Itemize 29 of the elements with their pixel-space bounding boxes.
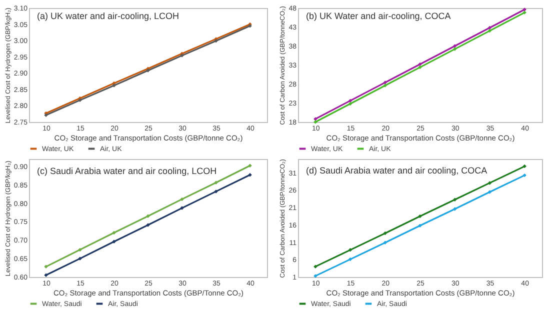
point	[488, 181, 492, 185]
point	[348, 248, 352, 252]
point	[488, 190, 492, 194]
point	[314, 264, 318, 268]
point	[418, 65, 422, 70]
text: (d) Saudi Arabia water and air cooling, COCA	[306, 165, 488, 176]
point	[383, 240, 388, 245]
point	[248, 172, 252, 177]
chart-title: (a) UK water and air-cooling, LCOH	[37, 11, 180, 21]
point	[180, 197, 184, 202]
point	[44, 264, 48, 269]
point	[146, 214, 150, 218]
chart-title: (b) UK Water and air-cooling, COCA	[306, 11, 451, 21]
point	[522, 173, 526, 178]
point	[418, 224, 422, 228]
point	[44, 273, 48, 278]
point	[522, 164, 526, 168]
text: (c) Saudi Arabia water and air cooling, LCOH	[37, 166, 217, 176]
point	[452, 44, 457, 48]
point	[383, 84, 388, 88]
point	[418, 62, 422, 66]
point	[452, 207, 457, 211]
point	[112, 230, 116, 235]
point	[452, 47, 457, 51]
point	[248, 164, 252, 168]
point	[383, 80, 388, 84]
point	[78, 248, 82, 252]
point	[452, 198, 457, 202]
point	[418, 214, 422, 218]
